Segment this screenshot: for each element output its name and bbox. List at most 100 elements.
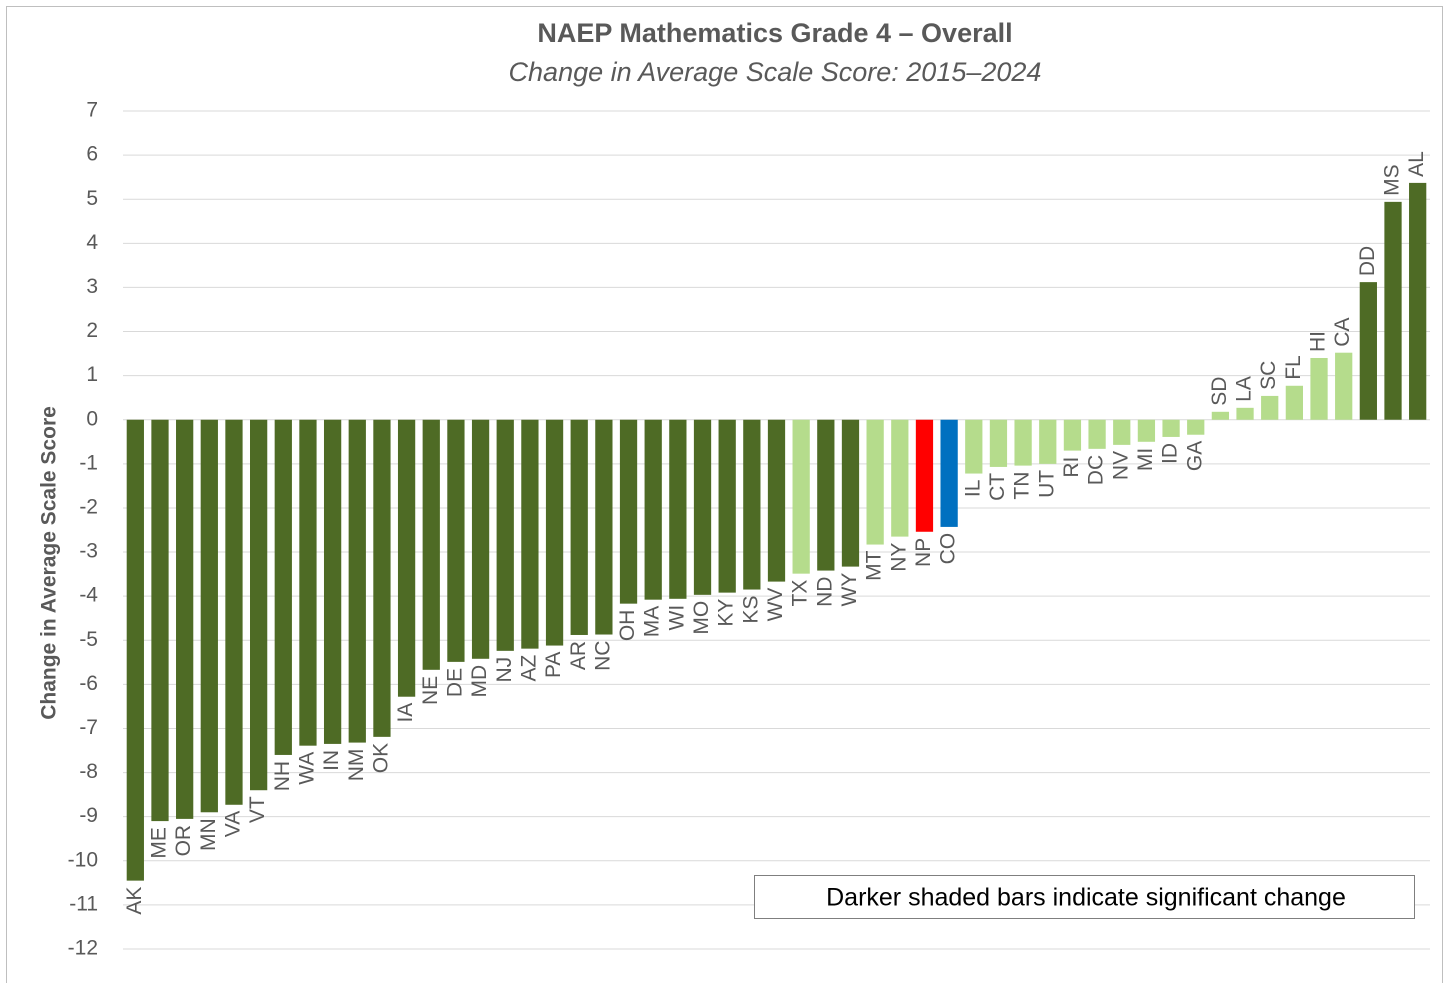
y-tick-label: 2 xyxy=(86,319,98,342)
category-label: NV xyxy=(1109,451,1132,480)
category-label: AK xyxy=(123,887,146,915)
y-tick-label: -3 xyxy=(79,540,98,563)
category-label: DE xyxy=(443,668,466,697)
category-label: MO xyxy=(690,601,713,635)
category-label: TN xyxy=(1011,472,1034,500)
category-label: MS xyxy=(1381,164,1404,196)
bar xyxy=(1335,352,1353,420)
category-label: TX xyxy=(789,580,812,607)
bar xyxy=(1409,182,1427,420)
y-axis-label: Change in Average Scale Score xyxy=(38,406,61,720)
chart-subtitle: Change in Average Scale Score: 2015–2024 xyxy=(509,57,1042,87)
category-label: CA xyxy=(1331,318,1354,347)
y-tick-label: -9 xyxy=(79,804,98,827)
category-label: IN xyxy=(320,750,343,771)
category-label: AZ xyxy=(517,654,540,681)
bar xyxy=(619,419,638,604)
y-tick-label: 1 xyxy=(86,363,98,386)
category-label: IL xyxy=(961,480,984,498)
category-label: HI xyxy=(1307,331,1330,352)
y-tick-label: -5 xyxy=(79,628,98,651)
bar xyxy=(1261,395,1279,420)
category-label: OK xyxy=(369,743,392,773)
bar xyxy=(1384,201,1402,420)
y-tick-label: -11 xyxy=(69,892,98,915)
y-tick-label: -12 xyxy=(68,937,98,960)
bar xyxy=(1236,407,1254,420)
bar xyxy=(126,419,144,881)
bar xyxy=(496,419,514,651)
category-label: WI xyxy=(665,605,688,631)
category-label: AL xyxy=(1405,151,1428,177)
bar xyxy=(1039,419,1057,464)
category-label: GA xyxy=(1183,441,1206,471)
category-label: ND xyxy=(813,577,836,607)
chart-title: NAEP Mathematics Grade 4 – Overall xyxy=(537,18,1012,48)
bar xyxy=(1137,419,1156,442)
category-label: WV xyxy=(764,588,787,622)
bar xyxy=(1014,419,1032,466)
bar xyxy=(1285,385,1303,420)
annotation: Darker shaded bars indicate significant … xyxy=(826,884,1346,912)
bar xyxy=(274,419,292,755)
bar xyxy=(792,419,810,574)
y-tick-label: 5 xyxy=(86,187,98,210)
y-tick-label: 6 xyxy=(86,143,98,166)
category-label: SD xyxy=(1208,377,1231,406)
category-label: OR xyxy=(172,825,195,857)
category-label: KS xyxy=(739,596,762,624)
category-label: NM xyxy=(345,749,368,782)
chart-frame xyxy=(6,6,1443,983)
bar xyxy=(1088,419,1106,449)
bar xyxy=(817,419,835,571)
category-label: DC xyxy=(1085,455,1108,485)
y-tick-label: 3 xyxy=(86,275,98,298)
bar xyxy=(447,419,465,662)
bar xyxy=(595,419,613,635)
category-label: FL xyxy=(1282,355,1305,380)
bar xyxy=(693,419,712,595)
bar xyxy=(348,419,366,743)
bar xyxy=(471,419,490,659)
bar xyxy=(644,419,662,600)
category-label: MN xyxy=(197,818,220,851)
bar xyxy=(743,419,761,590)
category-label: AR xyxy=(567,641,590,670)
bar xyxy=(200,419,218,813)
y-tick-label: -4 xyxy=(79,584,98,607)
bar xyxy=(545,419,564,646)
category-label: VT xyxy=(246,796,269,823)
bar xyxy=(669,419,687,599)
category-label: MT xyxy=(863,550,886,580)
bar xyxy=(965,419,983,474)
category-label: NJ xyxy=(493,657,516,683)
category-label: VA xyxy=(222,811,245,837)
y-tick-label: -7 xyxy=(79,716,98,739)
category-label: MD xyxy=(468,665,491,698)
category-label: PA xyxy=(542,652,565,678)
category-label: WA xyxy=(295,752,318,785)
category-label: NP xyxy=(912,538,935,567)
category-label: NH xyxy=(271,761,294,791)
bar xyxy=(1359,282,1377,420)
bar xyxy=(1187,419,1205,435)
category-label: ID xyxy=(1159,443,1182,464)
y-tick-label: -6 xyxy=(79,672,98,695)
category-label: CT xyxy=(986,473,1009,501)
bar xyxy=(1211,411,1230,420)
category-label: KY xyxy=(715,599,738,627)
bar xyxy=(841,419,860,567)
category-label: ME xyxy=(148,827,171,859)
category-label: UT xyxy=(1035,470,1058,498)
category-label: OH xyxy=(616,610,639,642)
annotation-box xyxy=(754,875,1415,919)
category-label: SC xyxy=(1257,361,1280,390)
bar xyxy=(1063,419,1082,451)
category-label: MI xyxy=(1134,448,1157,471)
bar xyxy=(323,419,342,744)
bar xyxy=(891,419,909,537)
category-label: NY xyxy=(887,543,910,572)
bar xyxy=(1162,419,1180,437)
bar xyxy=(915,419,934,532)
